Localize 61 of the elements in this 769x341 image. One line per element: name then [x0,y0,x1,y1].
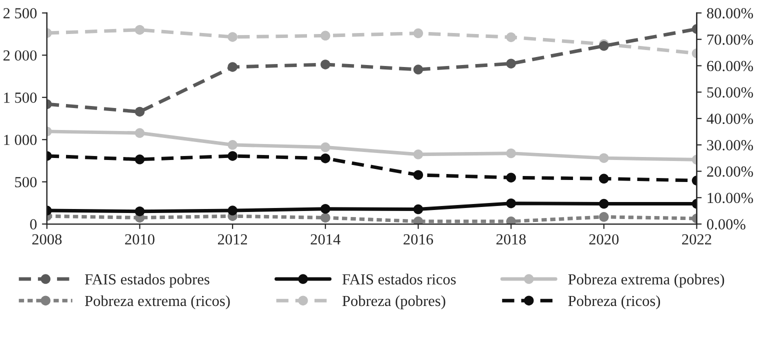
point [599,198,609,209]
point [228,151,238,161]
point [134,128,145,138]
x-tick-label: 2020 [589,234,619,245]
legend-label: Pobreza (ricos) [568,295,660,310]
y2-tick-label: 80.00% [707,8,754,18]
y2-tick-label: 20.00% [707,166,754,177]
point [506,198,516,208]
y2-tick-label: 70.00% [707,34,754,45]
x-tick-label: 2012 [218,234,248,245]
y-tick-label: 1 000 [4,134,37,146]
point [506,32,516,42]
y2-tick-label: 40.00% [706,114,754,124]
point [320,153,330,164]
x-tick-label: 2016 [404,234,434,245]
x-tick-label: 2022 [682,234,712,245]
y-tick-label: 500 [15,176,37,188]
point [599,212,609,222]
y-tick-label: 2 500 [3,8,37,18]
point [506,216,516,224]
point [228,140,238,150]
point [228,32,238,42]
point [506,172,516,182]
y2-tick-label: 30.00% [707,140,754,150]
point [506,148,516,158]
point [134,206,145,216]
x-tick-label: 2018 [496,234,526,245]
x-tick-label: 2008 [32,234,62,245]
point [506,58,516,68]
point [320,142,330,152]
point [134,106,145,117]
point [413,204,424,214]
point [599,153,609,163]
point [134,154,145,164]
point [228,62,238,72]
point [320,30,330,41]
point [320,212,330,223]
y2-tick-label: 60.00% [707,60,754,72]
point [320,204,330,214]
point [599,174,609,184]
point [413,64,424,74]
legend-label: FAIS estados ricos [342,274,456,285]
legend-label: Pobreza extrema (ricos) [84,295,230,310]
point [134,24,145,35]
y2-tick-label: 50.00% [707,87,754,98]
y-tick-label: 1 500 [4,92,37,103]
point [413,28,424,38]
legend-label: FAIS estados pobres [84,274,210,288]
y-tick-label: 2 000 [3,50,37,61]
point [228,206,238,216]
point [413,150,424,160]
y2-tick-label: 0.00% [707,219,746,230]
x-tick-label: 2014 [310,234,340,245]
legend-label: Pobreza (pobres) [342,295,446,310]
point [413,170,424,180]
x-tick-label: 2010 [125,234,154,245]
point [413,216,424,224]
point [320,60,330,70]
legend-label: Pobreza extrema (pobres) [568,274,724,288]
y-tick-label: 0 [30,219,37,230]
y2-tick-label: 10.00% [708,192,754,204]
